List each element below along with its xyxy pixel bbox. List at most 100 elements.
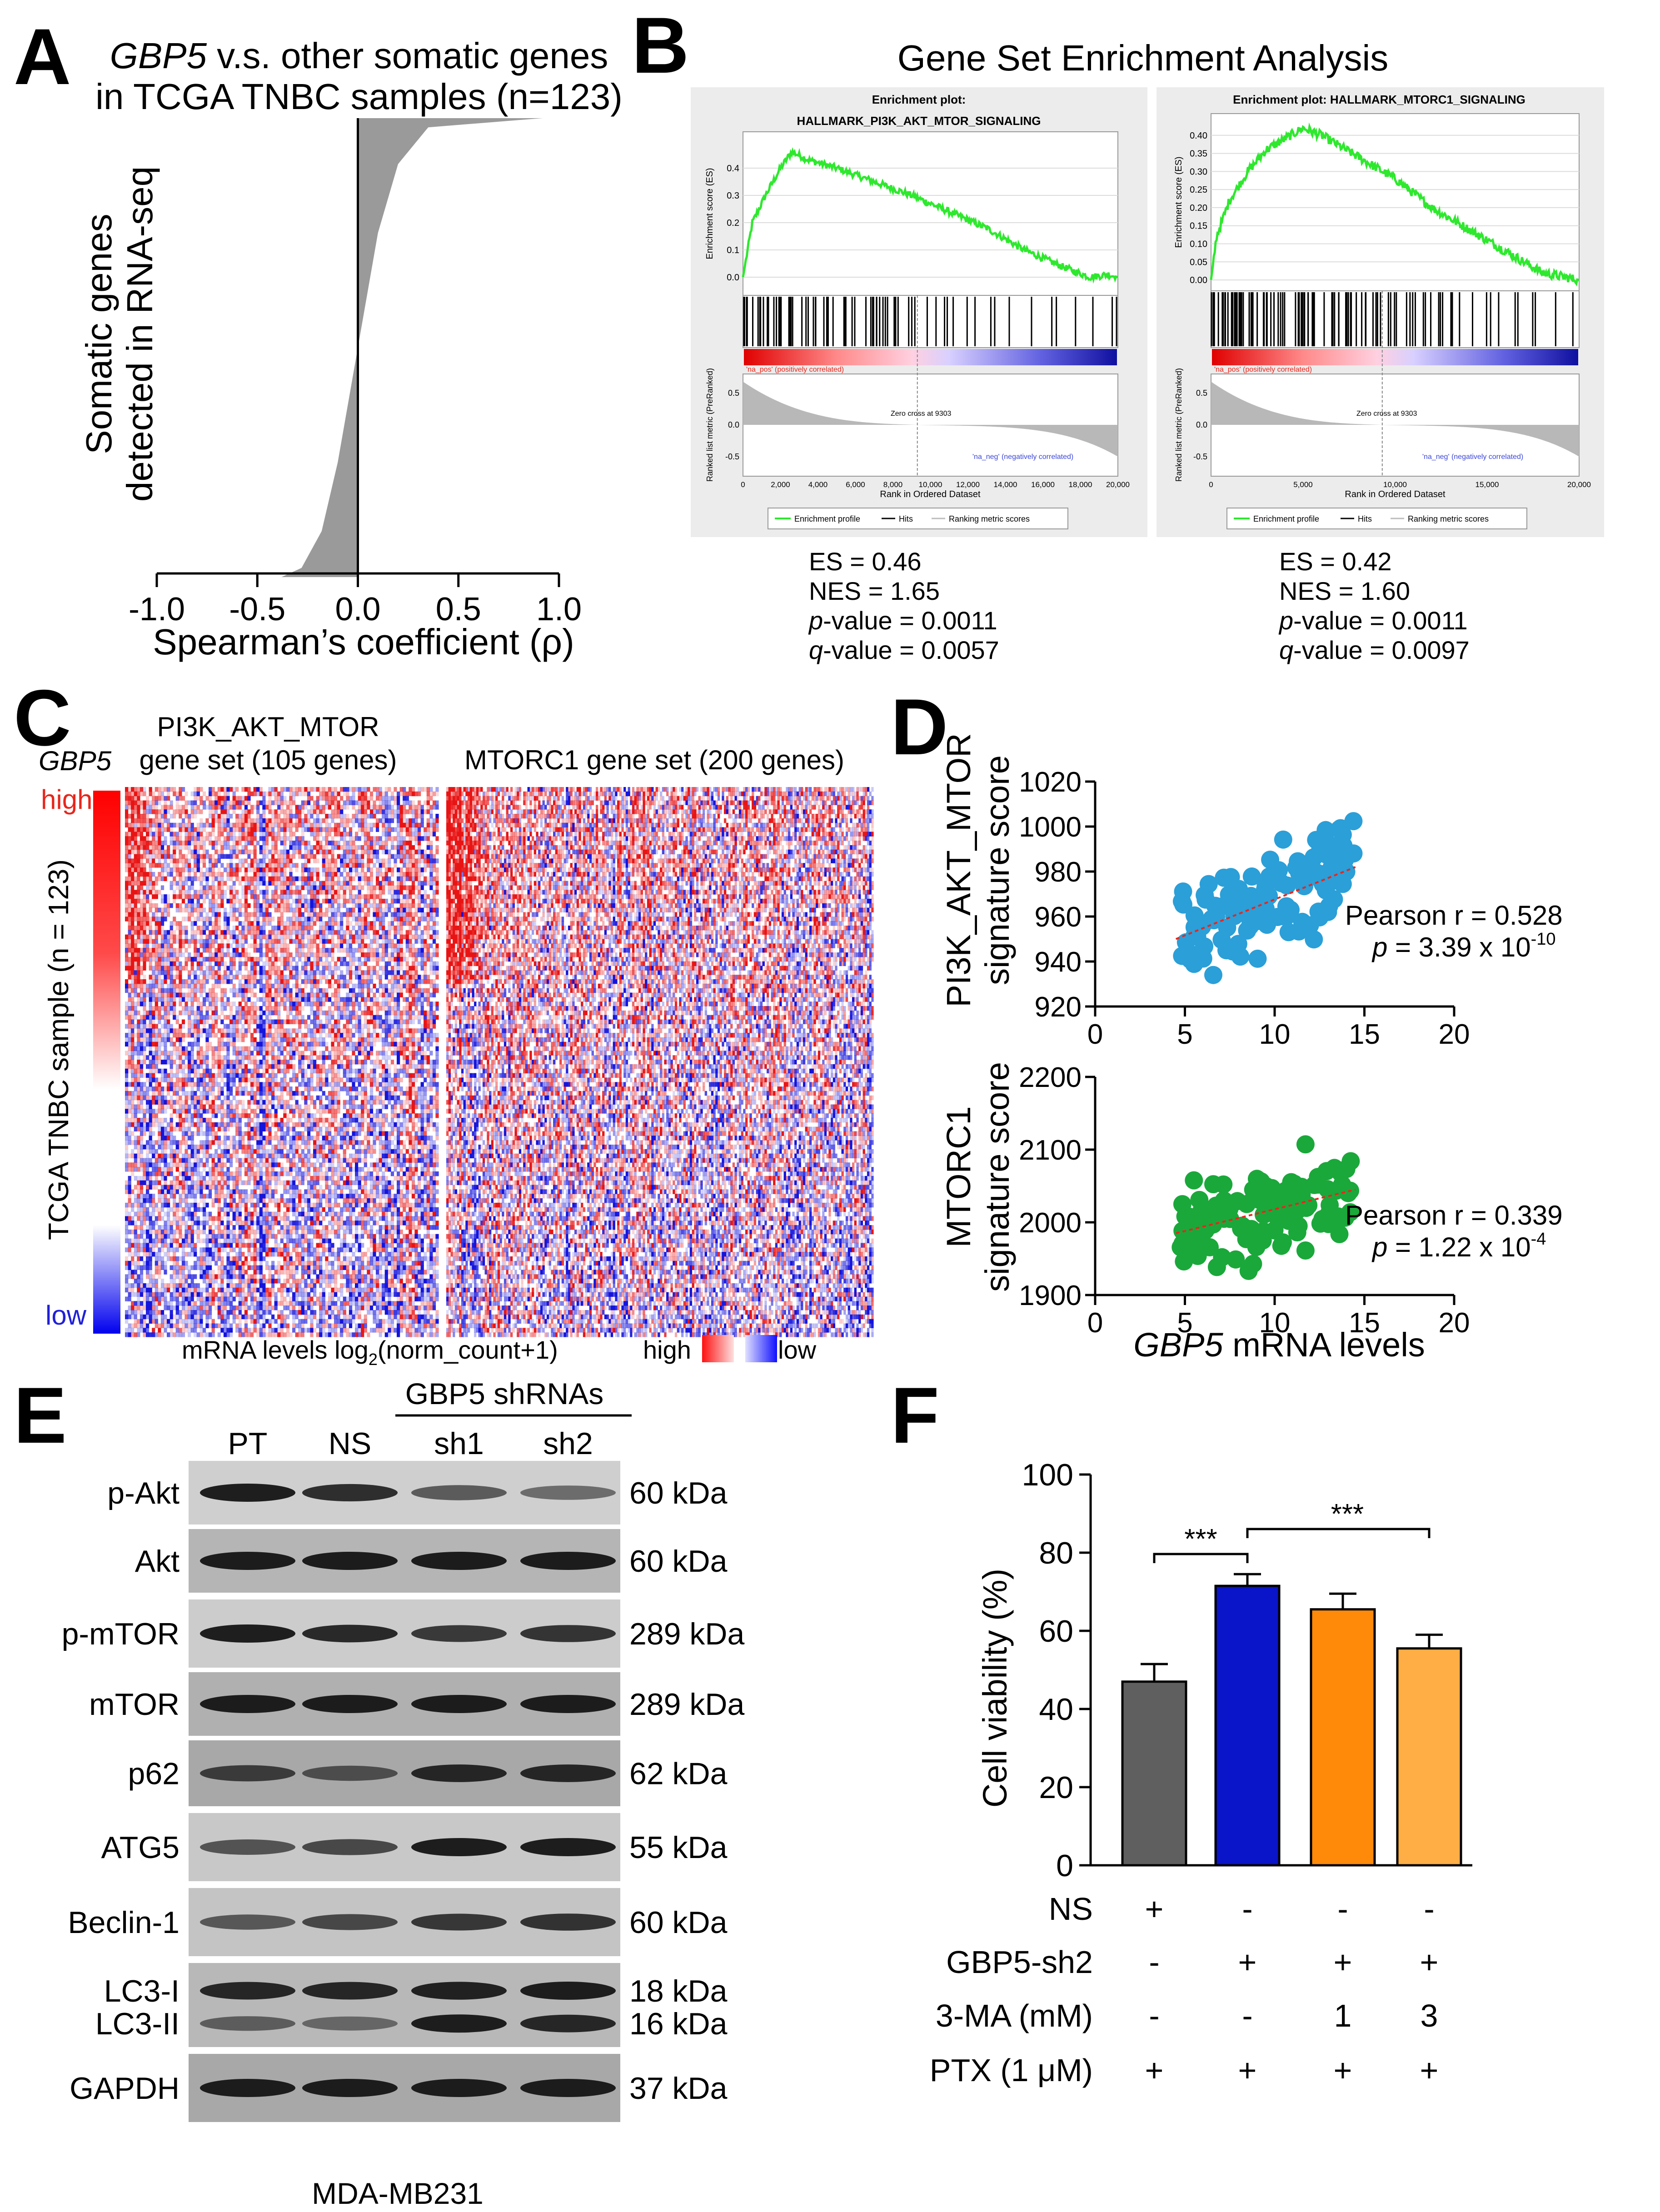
heatmap-cell — [262, 975, 266, 980]
heatmap-cell — [286, 992, 290, 997]
heatmap-cell — [125, 917, 129, 922]
heatmap-cell — [211, 930, 215, 935]
heatmap-cell — [355, 885, 359, 890]
heatmap-cell — [152, 796, 155, 801]
heatmap-cell — [390, 983, 394, 989]
heatmap-cell — [229, 970, 233, 975]
heatmap-cell — [382, 876, 385, 882]
heatmap-cell — [253, 863, 257, 868]
heatmap-cell — [424, 809, 427, 814]
heatmap-cell — [313, 822, 317, 828]
heatmap-cell — [331, 872, 334, 877]
heatmap-cell — [188, 1006, 191, 1011]
heatmap-cell — [256, 1006, 260, 1011]
heatmap-cell — [223, 845, 227, 850]
heatmap-cell — [426, 992, 430, 997]
heatmap-cell — [160, 930, 165, 935]
heatmap-cell — [403, 876, 406, 882]
heatmap-cell — [286, 800, 290, 805]
heatmap-cell — [223, 881, 227, 886]
heatmap-cell — [167, 867, 170, 872]
rank-x-tick-label: 18,000 — [1069, 480, 1092, 489]
heatmap-cell — [373, 822, 376, 828]
heatmap-cell — [424, 970, 427, 975]
heatmap-cell — [289, 975, 293, 980]
heatmap-cell — [158, 890, 161, 895]
heatmap-cell — [373, 926, 376, 931]
heatmap-cell — [181, 983, 185, 989]
heatmap-cell — [280, 907, 284, 912]
heatmap-cell — [331, 1033, 334, 1038]
heatmap-cell — [399, 921, 403, 926]
heatmap-cell — [232, 822, 236, 828]
heatmap-cell — [259, 939, 263, 944]
heatmap-cell — [403, 800, 406, 805]
es-y-ticks: 0.00.10.20.30.4 — [727, 164, 739, 283]
heatmap-cell — [241, 1015, 245, 1020]
heatmap-cell — [298, 805, 302, 810]
heatmap-cell — [435, 890, 439, 895]
heatmap-cell — [184, 791, 188, 797]
heatmap-cell — [152, 845, 155, 850]
heatmap-cell — [349, 997, 353, 1002]
heatmap-cell — [307, 930, 311, 935]
heatmap-cell — [304, 858, 308, 863]
heatmap-cell — [232, 894, 236, 899]
heatmap-cell — [155, 881, 158, 886]
heatmap-cell — [256, 961, 260, 967]
heatmap-cell — [292, 926, 296, 931]
heatmap-cell — [125, 796, 129, 801]
heatmap-cell — [352, 952, 355, 957]
heatmap-cell — [346, 912, 349, 917]
heatmap-cell — [128, 876, 131, 882]
heatmap-cell — [256, 1024, 260, 1029]
heatmap-cell — [223, 800, 227, 805]
heatmap-cell — [399, 805, 403, 810]
heatmap-cell — [241, 975, 245, 980]
heatmap-cell — [364, 934, 367, 939]
heatmap-cell — [280, 957, 284, 962]
heatmap-cell — [134, 988, 137, 993]
heatmap-cell — [426, 1015, 430, 1020]
heatmap-cell — [253, 1006, 257, 1011]
heatmap-cell — [125, 822, 129, 828]
heatmap-cell — [229, 876, 233, 882]
heatmap-cell — [399, 898, 403, 904]
heatmap-cell — [194, 952, 197, 957]
heatmap-cell — [435, 1015, 439, 1020]
heatmap-cell — [169, 805, 173, 810]
heatmap-cell — [343, 818, 346, 823]
heatmap-cell — [137, 841, 140, 846]
heatmap-cell — [384, 912, 388, 917]
heatmap-cell — [295, 791, 299, 797]
heatmap-cell — [426, 818, 430, 823]
heatmap-cell — [194, 836, 197, 841]
heatmap-cell — [131, 845, 135, 850]
heatmap-cell — [394, 912, 397, 917]
heatmap-cell — [292, 1028, 296, 1033]
heatmap-cell — [424, 912, 427, 917]
heatmap-cell — [310, 832, 314, 837]
heatmap-cell — [325, 854, 329, 859]
heatmap-cell — [220, 988, 224, 993]
heatmap-cell — [352, 992, 355, 997]
heatmap-cell — [199, 983, 203, 989]
heatmap-cell — [146, 992, 150, 997]
heatmap-cell — [390, 943, 394, 948]
heatmap-cell — [313, 930, 317, 935]
heatmap-cell — [355, 912, 359, 917]
heatmap-cell — [325, 841, 329, 846]
heatmap-cell — [376, 841, 379, 846]
heatmap-cell — [250, 827, 254, 832]
heatmap-cell — [244, 822, 248, 828]
heatmap-cell — [301, 970, 304, 975]
heatmap-cell — [202, 791, 206, 797]
heatmap-cell — [146, 926, 150, 931]
heatmap-cell — [325, 863, 329, 868]
heatmap-cell — [226, 885, 230, 890]
heatmap-cell — [211, 1028, 215, 1033]
heatmap-cell — [394, 890, 397, 895]
heatmap-cell — [181, 917, 185, 922]
heatmap-cell — [420, 939, 424, 944]
heatmap-cell — [313, 1028, 317, 1033]
